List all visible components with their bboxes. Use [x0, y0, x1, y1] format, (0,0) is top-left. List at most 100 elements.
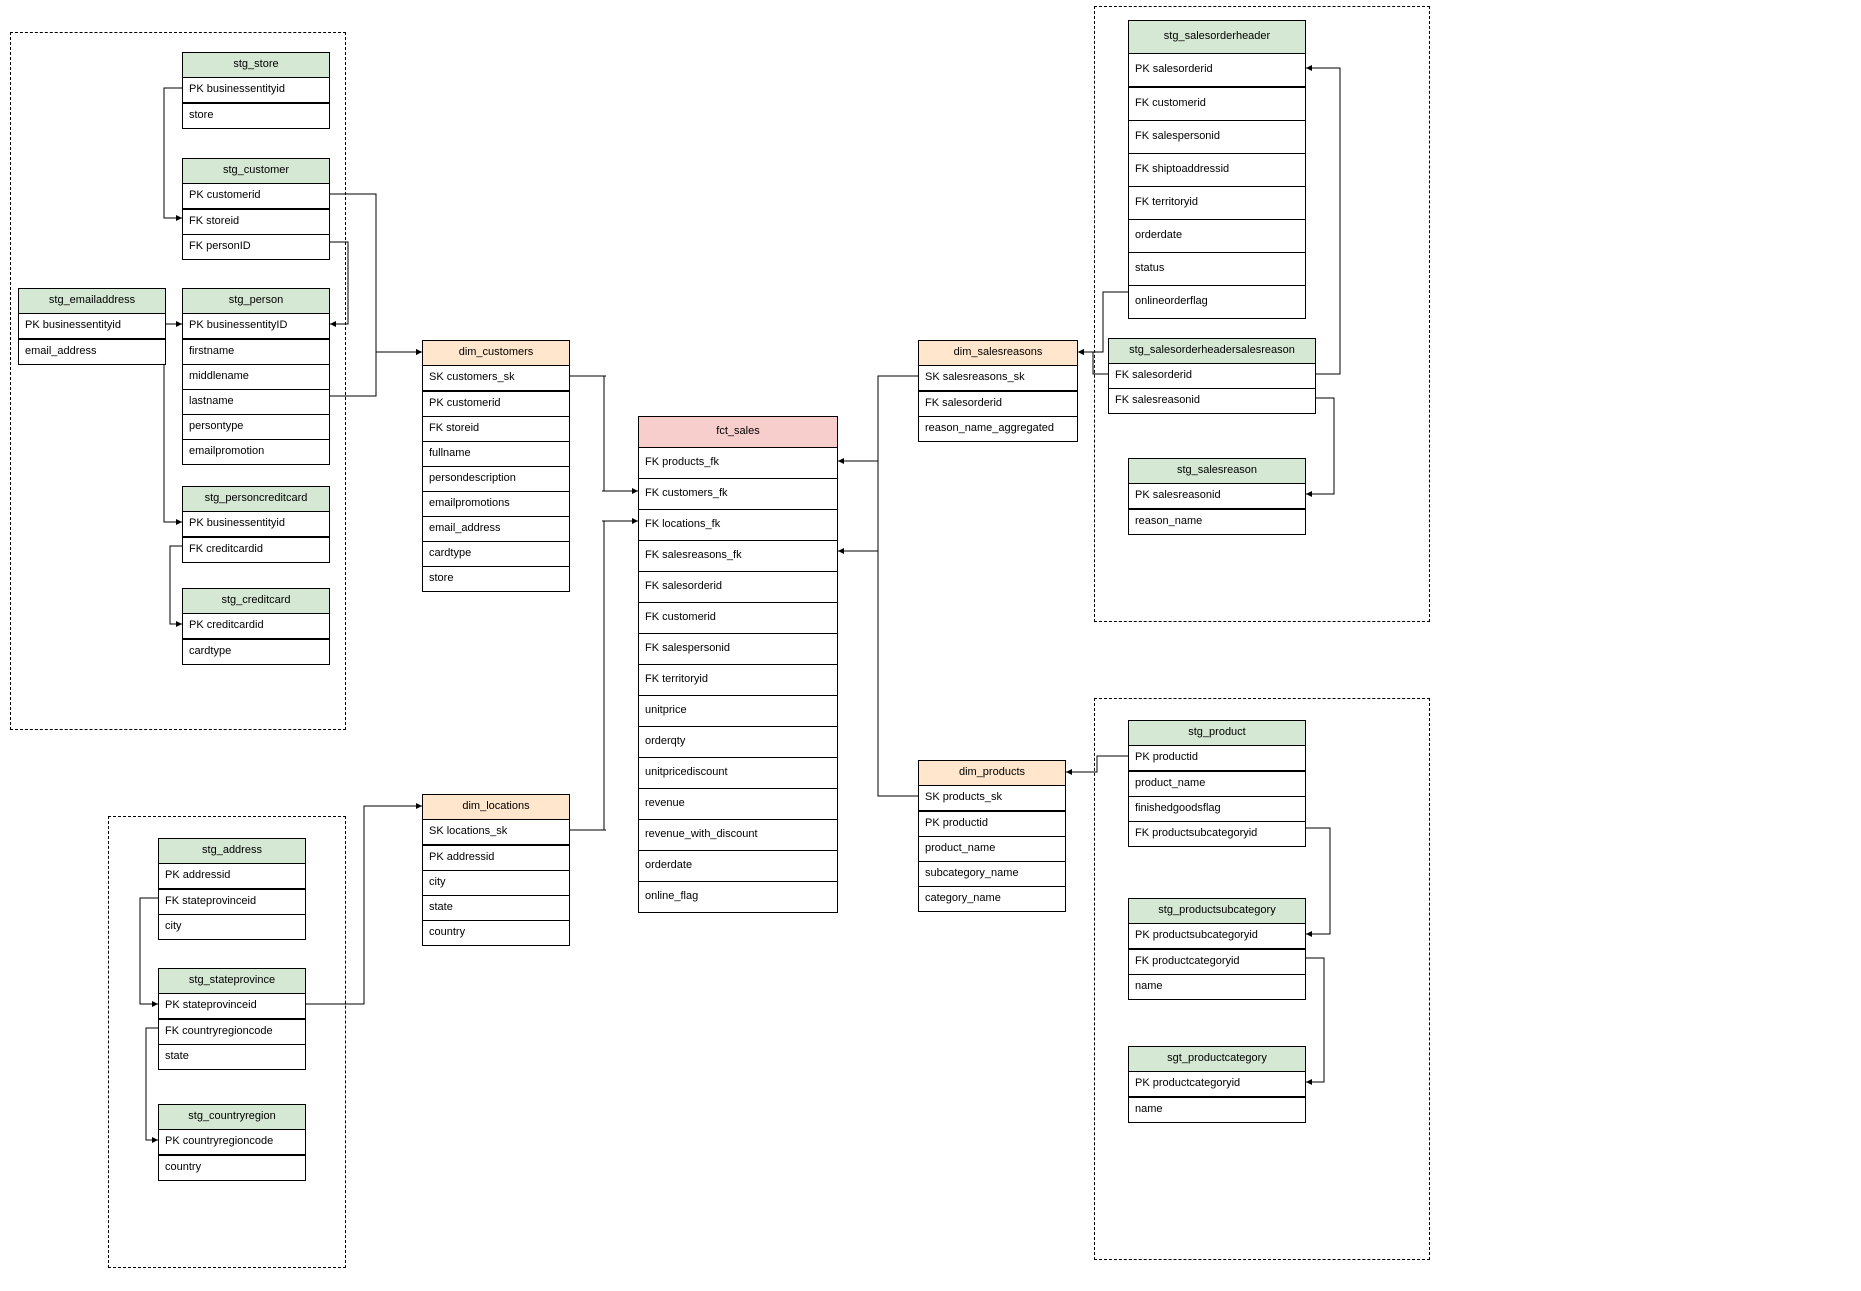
entity-row: FK salesreasons_fk — [639, 541, 837, 572]
entity-row: orderdate — [1129, 220, 1305, 253]
entity-row: unitprice — [639, 696, 837, 727]
entity-row: PK productid — [1129, 746, 1305, 772]
entity-title: stg_person — [183, 289, 329, 314]
entity-row: PK salesorderid — [1129, 54, 1305, 88]
entity-row: FK productsubcategoryid — [1129, 822, 1305, 846]
entity-title: stg_salesorderheadersalesreason — [1109, 339, 1315, 364]
entity-row: revenue_with_discount — [639, 820, 837, 851]
entity-title: stg_address — [159, 839, 305, 864]
entity-stg_productsubcategory: stg_productsubcategoryPK productsubcateg… — [1128, 898, 1306, 1000]
entity-row: online_flag — [639, 882, 837, 912]
entity-row: state — [159, 1045, 305, 1069]
entity-row: name — [1129, 975, 1305, 999]
entity-title: dim_products — [919, 761, 1065, 786]
entity-dim_customers: dim_customersSK customers_skPK customeri… — [422, 340, 570, 592]
entity-stg_salesorderheader: stg_salesorderheaderPK salesorderidFK cu… — [1128, 20, 1306, 319]
entity-row: revenue — [639, 789, 837, 820]
entity-row: email_address — [423, 517, 569, 542]
entity-row: FK shiptoaddressid — [1129, 154, 1305, 187]
entity-row: cardtype — [423, 542, 569, 567]
entity-fct_sales: fct_salesFK products_fkFK customers_fkFK… — [638, 416, 838, 913]
entity-title: stg_product — [1129, 721, 1305, 746]
entity-row: FK creditcardid — [183, 538, 329, 562]
entity-stg_address: stg_addressPK addressidFK stateprovincei… — [158, 838, 306, 940]
entity-stg_creditcard: stg_creditcardPK creditcardidcardtype — [182, 588, 330, 665]
entity-title: stg_salesorderheader — [1129, 21, 1305, 54]
entity-row: SK customers_sk — [423, 366, 569, 392]
entity-title: dim_customers — [423, 341, 569, 366]
entity-row: email_address — [19, 340, 165, 364]
entity-row: reason_name_aggregated — [919, 417, 1077, 441]
entity-row: FK products_fk — [639, 448, 837, 479]
entity-title: dim_locations — [423, 795, 569, 820]
entity-row: FK salespersonid — [639, 634, 837, 665]
entity-row: FK stateprovinceid — [159, 890, 305, 915]
entity-row: PK productid — [919, 812, 1065, 837]
entity-row: product_name — [919, 837, 1065, 862]
entity-dim_products: dim_productsSK products_skPK productidpr… — [918, 760, 1066, 912]
entity-row: PK creditcardid — [183, 614, 329, 640]
entity-stg_countryregion: stg_countryregionPK countryregioncodecou… — [158, 1104, 306, 1181]
entity-title: dim_salesreasons — [919, 341, 1077, 366]
entity-row: PK productsubcategoryid — [1129, 924, 1305, 950]
entity-title: stg_creditcard — [183, 589, 329, 614]
entity-row: FK countryregioncode — [159, 1020, 305, 1045]
entity-title: stg_countryregion — [159, 1105, 305, 1130]
entity-row: state — [423, 896, 569, 921]
entity-dim_locations: dim_locationsSK locations_skPK addressid… — [422, 794, 570, 946]
entity-row: PK addressid — [423, 846, 569, 871]
entity-row: reason_name — [1129, 510, 1305, 534]
relationship-edge — [838, 376, 918, 551]
entity-row: PK businessentityID — [183, 314, 329, 340]
entity-row: emailpromotion — [183, 440, 329, 464]
entity-row: FK territoryid — [1129, 187, 1305, 220]
entity-row: emailpromotions — [423, 492, 569, 517]
entity-row: FK customerid — [639, 603, 837, 634]
entity-title: sgt_productcategory — [1129, 1047, 1305, 1072]
entity-title: stg_store — [183, 53, 329, 78]
entity-stg_person: stg_personPK businessentityIDfirstnamemi… — [182, 288, 330, 465]
entity-row: product_name — [1129, 772, 1305, 797]
relationship-edge — [838, 461, 918, 796]
entity-row: country — [159, 1156, 305, 1180]
entity-title: fct_sales — [639, 417, 837, 448]
entity-row: FK salesreasonid — [1109, 389, 1315, 413]
entity-row: PK stateprovinceid — [159, 994, 305, 1020]
entity-dim_salesreasons: dim_salesreasonsSK salesreasons_skFK sal… — [918, 340, 1078, 442]
entity-row: city — [159, 915, 305, 939]
entity-row: SK products_sk — [919, 786, 1065, 812]
entity-row: FK customerid — [1129, 88, 1305, 121]
relationship-edge — [570, 521, 638, 830]
entity-row: FK salesorderid — [639, 572, 837, 603]
entity-row: SK salesreasons_sk — [919, 366, 1077, 392]
diagram-canvas: stg_storePK businessentityidstorestg_cus… — [0, 0, 1861, 1291]
entity-row: FK storeid — [423, 417, 569, 442]
entity-stg_emailaddress: stg_emailaddressPK businessentityidemail… — [18, 288, 166, 365]
entity-row: PK customerid — [423, 392, 569, 417]
entity-stg_salesorderheadersalesreason: stg_salesorderheadersalesreasonFK saleso… — [1108, 338, 1316, 414]
entity-stg_product: stg_productPK productidproduct_namefinis… — [1128, 720, 1306, 847]
entity-row: PK businessentityid — [183, 512, 329, 538]
entity-row: PK customerid — [183, 184, 329, 210]
entity-row: lastname — [183, 390, 329, 415]
entity-row: FK personID — [183, 235, 329, 259]
entity-stg_stateprovince: stg_stateprovincePK stateprovinceidFK co… — [158, 968, 306, 1070]
entity-title: stg_salesreason — [1129, 459, 1305, 484]
entity-row: PK countryregioncode — [159, 1130, 305, 1156]
entity-row: FK territoryid — [639, 665, 837, 696]
entity-row: unitpricediscount — [639, 758, 837, 789]
entity-row: PK salesreasonid — [1129, 484, 1305, 510]
entity-row: FK salesorderid — [1109, 364, 1315, 389]
entity-row: persondescription — [423, 467, 569, 492]
entity-row: name — [1129, 1098, 1305, 1122]
entity-row: PK businessentityid — [183, 78, 329, 104]
entity-stg_salesreason: stg_salesreasonPK salesreasonidreason_na… — [1128, 458, 1306, 535]
entity-row: FK salesorderid — [919, 392, 1077, 417]
entity-title: stg_stateprovince — [159, 969, 305, 994]
entity-sgt_productcategory: sgt_productcategoryPK productcategoryidn… — [1128, 1046, 1306, 1123]
entity-row: orderdate — [639, 851, 837, 882]
entity-stg_personcreditcard: stg_personcreditcardPK businessentityidF… — [182, 486, 330, 563]
entity-row: status — [1129, 253, 1305, 286]
entity-row: subcategory_name — [919, 862, 1065, 887]
relationship-edge — [570, 376, 638, 491]
